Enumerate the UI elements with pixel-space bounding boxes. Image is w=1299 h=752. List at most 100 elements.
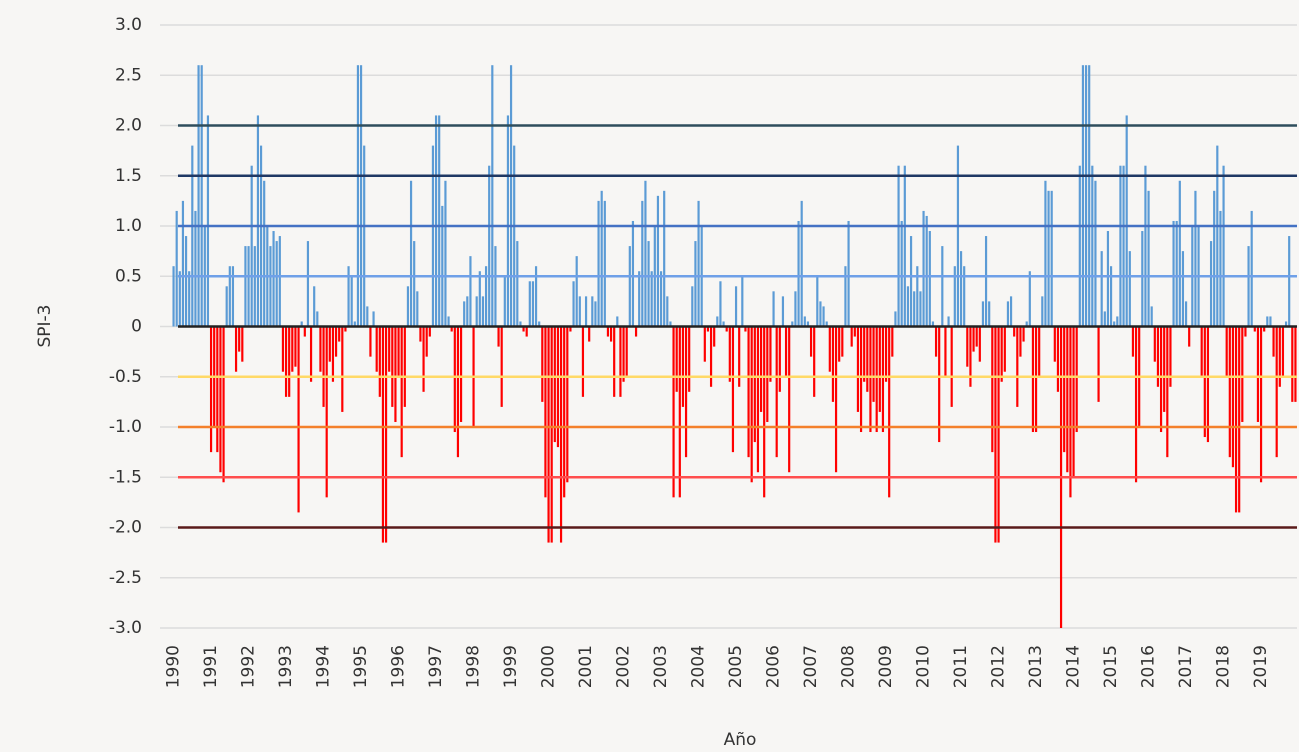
bar (1144, 165, 1147, 327)
bar (1031, 326, 1035, 433)
bar (997, 326, 1000, 543)
bar (728, 326, 731, 382)
bar (328, 326, 331, 362)
x-tick-label: 2018 (1214, 645, 1234, 688)
bar (928, 231, 931, 327)
bar (878, 326, 881, 412)
bar (466, 296, 469, 327)
bar (494, 246, 497, 327)
bar (550, 326, 553, 543)
bar (200, 65, 203, 327)
bar (1288, 236, 1291, 327)
bar (1100, 251, 1103, 327)
bar (244, 246, 247, 327)
bar (259, 145, 263, 327)
bar (744, 326, 747, 332)
bar (588, 326, 591, 342)
bar (1278, 326, 1281, 387)
bar (563, 326, 566, 498)
bar (1256, 326, 1260, 422)
bar (434, 115, 438, 327)
bar (578, 296, 581, 327)
x-tick-label: 2019 (1251, 645, 1271, 688)
bar (666, 296, 669, 327)
bar (291, 326, 294, 372)
x-tick-label: 2005 (726, 645, 746, 688)
bar (381, 326, 385, 543)
bar (831, 326, 835, 402)
bar (603, 200, 606, 327)
bar (1131, 326, 1135, 357)
bar (503, 276, 506, 327)
bar (506, 115, 510, 327)
bar (869, 326, 872, 433)
bar (650, 271, 653, 327)
bar (1266, 316, 1269, 327)
bar (1044, 180, 1047, 327)
bar (338, 326, 341, 342)
bar (966, 326, 969, 367)
bar (325, 326, 328, 498)
bar (1228, 326, 1231, 458)
bar (909, 236, 913, 327)
x-tick-label: 2017 (1176, 645, 1196, 688)
bar (988, 301, 991, 327)
bar (1166, 326, 1169, 458)
bar (178, 271, 181, 327)
bar (1175, 220, 1178, 327)
bar (766, 326, 769, 422)
bar (1275, 326, 1278, 458)
bar (197, 65, 200, 327)
bar (931, 321, 935, 327)
bar (703, 326, 706, 362)
bar (1116, 316, 1119, 327)
bar (416, 291, 419, 327)
x-tick-label: 2003 (651, 645, 671, 688)
bar (447, 316, 450, 327)
bar (319, 326, 322, 372)
x-tick-label: 2009 (876, 645, 896, 688)
bar (691, 286, 694, 327)
bar (634, 326, 638, 337)
x-tick-label: 2007 (801, 645, 821, 688)
bar (384, 326, 388, 543)
bar (584, 296, 588, 327)
bar (981, 301, 985, 327)
bar (425, 326, 428, 357)
bar (716, 316, 719, 327)
bar (963, 266, 966, 327)
bar (272, 231, 275, 327)
bar (853, 326, 856, 337)
bar (956, 145, 960, 327)
bar (681, 326, 685, 407)
bar (403, 326, 406, 407)
bar (1038, 326, 1041, 377)
bar (897, 165, 900, 327)
bar (950, 326, 953, 407)
bar (241, 326, 244, 362)
bar (222, 326, 225, 483)
bar (1203, 326, 1206, 438)
y-axis-title: SPI-3 (35, 304, 55, 347)
bar (806, 321, 810, 327)
bar (391, 326, 394, 407)
bar (294, 326, 297, 367)
y-tick-label: 1.0 (115, 216, 142, 236)
bar (1122, 165, 1125, 327)
bar (1263, 326, 1266, 332)
bar (1066, 326, 1069, 473)
bar (969, 326, 972, 387)
bar (781, 296, 785, 327)
bar (788, 326, 791, 473)
bar (1284, 321, 1288, 327)
bar (1281, 326, 1285, 377)
bar (231, 266, 235, 327)
bar (581, 326, 585, 397)
bar (978, 326, 981, 362)
bar (534, 266, 538, 327)
bar (1075, 326, 1078, 433)
bar (516, 241, 519, 327)
bar (353, 321, 356, 327)
bar (1238, 326, 1241, 513)
bar (281, 326, 285, 372)
